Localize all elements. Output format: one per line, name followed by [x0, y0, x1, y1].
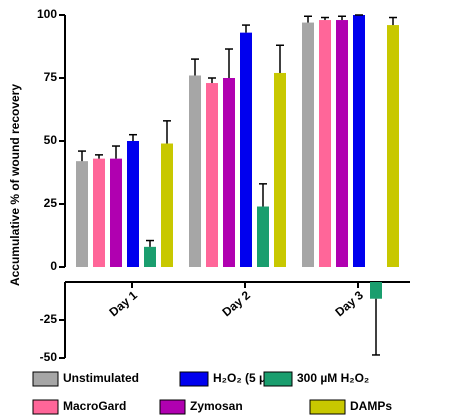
y-tick-label: 50 — [44, 133, 58, 147]
bar — [240, 32, 252, 267]
y-tick-label: 100 — [37, 7, 57, 21]
legend-swatch — [159, 399, 186, 415]
legend-swatch — [263, 371, 293, 387]
legend-swatch — [179, 371, 209, 387]
legend-label: 300 µM H₂O₂ — [297, 371, 369, 385]
legend-swatch — [32, 399, 59, 415]
bar — [76, 161, 88, 267]
bar — [370, 282, 382, 299]
y-tick-label: -25 — [40, 312, 58, 326]
y-tick-label: -50 — [40, 350, 58, 364]
x-tick-label: Day 3 — [332, 288, 366, 320]
bar — [319, 20, 331, 268]
bar — [274, 72, 286, 268]
bar — [144, 246, 156, 267]
legend-swatch — [32, 371, 59, 387]
bar — [127, 141, 139, 267]
bar — [387, 25, 399, 267]
legend-label: MacroGard — [63, 399, 126, 413]
bar — [189, 75, 201, 267]
bar — [353, 15, 365, 267]
legend-swatch — [309, 399, 346, 415]
bar — [110, 158, 122, 267]
bar — [257, 206, 269, 267]
bar — [93, 158, 105, 267]
legend-label: H₂O₂ (5 µM) — [213, 371, 280, 385]
y-tick-label: 0 — [50, 259, 57, 273]
bar — [206, 83, 218, 267]
bar — [302, 22, 314, 268]
x-tick-label: Day 2 — [219, 288, 253, 320]
x-tick-label: Day 1 — [106, 288, 140, 320]
bar — [223, 78, 235, 267]
legend-label: Zymosan — [190, 399, 243, 413]
y-tick-label: 25 — [44, 196, 58, 210]
y-axis-label: Accumulative % of wound recovery — [8, 84, 22, 286]
bar — [161, 143, 173, 267]
y-tick-label: 75 — [44, 70, 58, 84]
legend-label: DAMPs — [350, 399, 392, 413]
legend-label: Unstimulated — [63, 371, 139, 385]
bar — [336, 20, 348, 268]
